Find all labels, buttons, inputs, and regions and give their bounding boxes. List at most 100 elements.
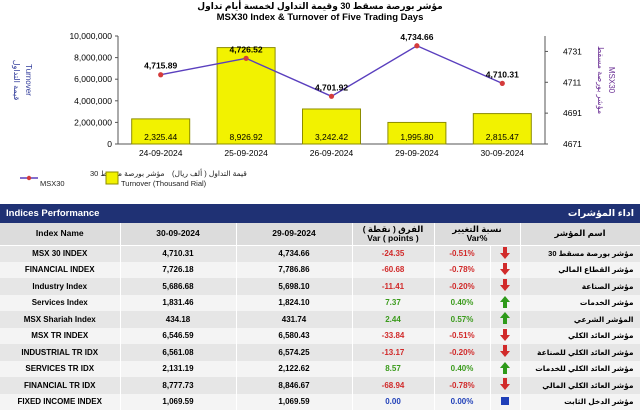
line-series: 4,715.89 4,726.52 4,701.92 4,734.66 4,710.31 <box>144 32 519 99</box>
indices-table: Index Name 30-09-2024 29-09-2024 الفرق (… <box>0 223 640 410</box>
table-header-row: Index Name 30-09-2024 29-09-2024 الفرق (… <box>0 223 640 246</box>
table-row: MSX Shariah Index 434.18 431.74 2.44 0.57% ال… <box>0 311 640 328</box>
value-date1-cell: 5,686.68 <box>120 278 237 295</box>
value-date1-cell: 1,069.59 <box>120 393 237 410</box>
y-right-tick-label: 4731 <box>563 46 582 56</box>
turnover-bar-label: 2,325.44 <box>144 132 177 142</box>
var-points-cell: -33.84 <box>352 327 435 344</box>
x-tick-label: 30-09-2024 <box>481 148 525 158</box>
var-pct-cell: -0.78% <box>434 261 491 278</box>
col-varpct: نسبة التغيير Var% <box>434 223 521 246</box>
y-right-title: MSX30 <box>607 67 616 94</box>
index-name-ar-cell: مؤشر العائد الكلي للخدمات <box>520 360 640 377</box>
col-index-name: Index Name <box>0 223 121 246</box>
value-date1-cell: 6,546.59 <box>120 327 237 344</box>
turnover-bar <box>472 113 532 145</box>
red-down-arrow-icon <box>500 345 510 358</box>
value-date2-cell: 1,069.59 <box>236 393 353 410</box>
index-name-cell: MSX 30 INDEX <box>0 245 121 262</box>
y-right-title-ar: مؤشر بورصة مسقط <box>596 46 605 114</box>
value-date1-cell: 4,710.31 <box>120 245 237 262</box>
y-right-tick-label: 4691 <box>563 108 582 118</box>
msx30-point <box>158 72 164 78</box>
var-pct-cell: -0.20% <box>434 278 491 295</box>
index-name-cell: Services Index <box>0 294 121 311</box>
index-name-cell: Industry Index <box>0 278 121 295</box>
index-name-cell: SERVICES TR IDX <box>0 360 121 377</box>
value-date1-cell: 1,831.46 <box>120 294 237 311</box>
y-left-tick-label: 2,000,000 <box>74 117 112 127</box>
var-points-cell: -11.41 <box>352 278 435 295</box>
value-date2-cell: 1,824.10 <box>236 294 353 311</box>
panel-title: Indices Performance <box>6 208 100 219</box>
x-tick-label: 26-09-2024 <box>310 148 354 158</box>
var-pct-cell: -0.20% <box>434 344 491 361</box>
var-pct-cell: -0.51% <box>434 327 491 344</box>
col-date1: 30-09-2024 <box>120 223 237 246</box>
red-down-arrow-icon <box>500 328 510 341</box>
chart-title: MSX30 Index & Turnover of Five Trading D… <box>217 12 424 23</box>
index-name-ar-cell: مؤشر العائد الكلي للصناعة <box>520 344 640 361</box>
y-right-tick-label: 4671 <box>563 139 582 149</box>
var-points-cell: -24.35 <box>352 245 435 262</box>
y-left-tick-label: 4,000,000 <box>74 96 112 106</box>
value-date1-cell: 434.18 <box>120 311 237 328</box>
indices-performance-panel: Indices Performance اداء المؤشرات Index … <box>0 204 640 410</box>
x-tick-label: 29-09-2024 <box>395 148 439 158</box>
col-name-ar: اسم المؤشر <box>520 223 640 246</box>
index-name-cell: FINANCIAL TR IDX <box>0 377 121 394</box>
value-date2-cell: 5,698.10 <box>236 278 353 295</box>
trend-cell <box>490 311 521 328</box>
col-varpct-ar: نسبة التغيير <box>452 223 502 234</box>
trend-cell <box>490 344 521 361</box>
turnover-bar <box>387 121 447 145</box>
green-up-arrow-icon <box>500 312 510 325</box>
var-points-cell: -68.94 <box>352 377 435 394</box>
col-var-ar: الفرق ( نقطة ) <box>362 223 424 234</box>
msx30-point-label: 4,715.89 <box>144 61 177 71</box>
value-date2-cell: 2,122.62 <box>236 360 353 377</box>
green-up-arrow-icon <box>500 361 510 374</box>
col-var: الفرق ( نقطة ) Var ( points ) <box>352 223 435 246</box>
value-date2-cell: 7,786.86 <box>236 261 353 278</box>
trend-cell <box>490 327 521 344</box>
trend-cell <box>490 360 521 377</box>
trend-cell <box>490 245 521 262</box>
var-points-cell: 0.00 <box>352 393 435 410</box>
var-points-cell: -13.17 <box>352 344 435 361</box>
x-tick-label: 24-09-2024 <box>139 148 183 158</box>
legend-line-label-ar: مؤشر بورصة مسقط 30 <box>90 169 165 178</box>
value-date1-cell: 2,131.19 <box>120 360 237 377</box>
y-left-tick-label: 10,000,000 <box>69 31 112 41</box>
chart-canvas: مؤشر بورصة مسقط 30 وقيمة التداول لخمسة أ… <box>12 0 616 188</box>
trend-cell <box>490 393 521 410</box>
turnover-bar-label: 3,242.42 <box>315 132 348 142</box>
index-name-ar-cell: مؤشر القطاع المالي <box>520 261 640 278</box>
var-pct-cell: 0.40% <box>434 360 491 377</box>
table-row: FINANCIAL INDEX 7,726.18 7,786.86 -60.68 -0.… <box>0 261 640 278</box>
trend-cell <box>490 278 521 295</box>
turnover-bar-label: 8,926.92 <box>230 132 263 142</box>
index-name-cell: MSX TR INDEX <box>0 327 121 344</box>
value-date2-cell: 4,734.66 <box>236 245 353 262</box>
turnover-bar-label: 2,815.47 <box>486 132 519 142</box>
turnover-bar <box>302 108 361 145</box>
index-name-ar-cell: مؤشر الصناعة <box>520 278 640 295</box>
var-pct-cell: 0.00% <box>434 393 491 410</box>
turnover-bar-label: 1,995.80 <box>400 132 433 142</box>
msx30-point <box>328 93 335 99</box>
var-pct-cell: 0.57% <box>434 311 491 328</box>
panel-header: Indices Performance اداء المؤشرات <box>0 204 640 223</box>
trend-cell <box>490 261 521 278</box>
msx30-point <box>499 80 505 86</box>
msx30-point-label: 4,734.66 <box>400 32 433 42</box>
index-name-ar-cell: مؤشر العائد الكلي المالي <box>520 377 640 394</box>
table-row: FIXED INCOME INDEX 1,069.59 1,069.59 0.00 0.… <box>0 393 640 410</box>
y-right-tick-label: 4711 <box>563 77 582 87</box>
value-date1-cell: 8,777.73 <box>120 377 237 394</box>
blue-bar-icon <box>501 396 509 405</box>
table-row: FINANCIAL TR IDX 8,777.73 8,846.67 -68.94 -0… <box>0 377 640 394</box>
var-points-cell: -60.68 <box>352 261 435 278</box>
table-row: Services Index 1,831.46 1,824.10 7.37 0.40% م… <box>0 294 640 311</box>
y-left-tick-label: 0 <box>107 139 112 149</box>
